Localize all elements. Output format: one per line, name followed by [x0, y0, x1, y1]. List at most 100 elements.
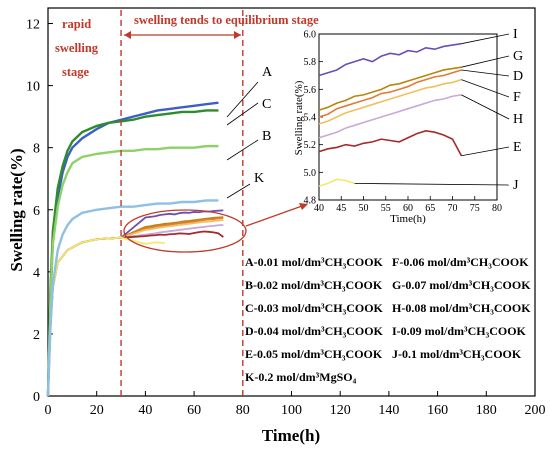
curve-label-B: B [262, 129, 271, 144]
inset-x-tick-label: 40 [314, 203, 324, 214]
zoom-region-ellipse [123, 209, 247, 253]
curve-label-C: C [262, 97, 271, 112]
inset-curve-label-J: J [513, 178, 519, 193]
main-series-D [47, 216, 224, 397]
legend-entry-K: K-0.2 mol/dm³MgSO₄ [245, 370, 357, 384]
inset-x-tick-label: 75 [470, 203, 480, 214]
inset-y-tick-label: 5.4 [304, 113, 317, 124]
x-tick-label: 180 [476, 403, 497, 418]
legend-entry-B: B-0.02 mol/dm³CH₃COOK [245, 278, 383, 292]
curve-label-K: K [254, 171, 264, 186]
main-series-I [47, 209, 224, 397]
legend-entry-G: G-0.07 mol/dm³CH₃COOK [392, 278, 531, 292]
legend-entry-F: F-0.06 mol/dm³CH₃COOK [392, 255, 529, 269]
y-tick-label: 8 [33, 142, 40, 157]
inset-curve-label-E: E [513, 140, 522, 155]
inset-curve-label-H: H [513, 112, 523, 127]
leader-K [226, 183, 251, 199]
inset-x-tick-label: 50 [359, 203, 369, 214]
x-tick-label: 0 [45, 403, 52, 418]
x-tick-label: 20 [90, 403, 104, 418]
legend-entry-A: A-0.01 mol/dm³CH₃COOK [245, 255, 384, 269]
x-tick-label: 160 [427, 403, 448, 418]
x-tick-label: 140 [378, 403, 399, 418]
legend-entry-E: E-0.05 mol/dm³CH₃COOK [245, 347, 383, 361]
inset-leader-D [461, 69, 510, 77]
inset-y-tick-label: 4.8 [304, 196, 317, 207]
main-series-B [46, 144, 219, 397]
leader-B [226, 139, 259, 161]
inset-leader-J [354, 183, 510, 186]
main-series-C [46, 109, 219, 397]
inset-series-G [318, 66, 462, 111]
x-tick-label: 100 [281, 403, 302, 418]
main-series-H [47, 224, 224, 397]
arrow-head-right [234, 31, 241, 39]
inset-y-title: Swelling rate(%) [293, 80, 305, 155]
inset-leader-F [461, 79, 510, 98]
stage-rapid-line3: stage [62, 65, 90, 79]
y-tick-label: 0 [33, 390, 40, 405]
inset-x-tick-label: 80 [492, 203, 502, 214]
x-tick-label: 40 [138, 403, 152, 418]
legend-entry-I: I-0.09 mol/dm³CH₃COOK [392, 324, 527, 338]
inset-y-tick-label: 6.0 [304, 30, 317, 41]
leader-A [226, 81, 259, 118]
zoom-connector [245, 205, 303, 227]
y-tick-label: 10 [26, 80, 40, 95]
main-series-J [47, 236, 165, 397]
x-tick-label: 60 [187, 403, 201, 418]
inset-series-E [318, 130, 463, 157]
x-tick-label: 80 [236, 403, 250, 418]
inset-x-tick-label: 55 [381, 203, 391, 214]
inset-y-tick-label: 5.2 [304, 140, 317, 151]
inset-frame [318, 33, 498, 201]
y-tick-label: 6 [33, 204, 40, 219]
inset-x-tick-label: 65 [425, 203, 435, 214]
inset-x-tick-label: 60 [403, 203, 413, 214]
inset-y-tick-label: 5.6 [304, 85, 317, 96]
stage-equilibrium-label: swelling tends to equilibrium stage [134, 13, 319, 27]
legend-entry-D: D-0.04 mol/dm³CH₃COOK [245, 324, 384, 338]
inset-series-D [318, 69, 462, 118]
inset-series-F [318, 78, 462, 125]
stage-rapid-line1: rapid [62, 17, 91, 31]
inset-series-H [318, 94, 462, 139]
inset-curve-label-I: I [513, 27, 518, 42]
inset-curve-label-G: G [513, 49, 523, 64]
inset-x-title: Time(h) [390, 213, 426, 225]
y-tick-label: 12 [26, 18, 40, 33]
legend-entry-J: J-0.1 mol/dm³CH₃COOK [392, 347, 522, 361]
inset-y-tick-label: 5.0 [304, 168, 317, 179]
inset-leader-E [461, 146, 510, 157]
zoom-connector-arrow [299, 203, 308, 210]
main-series-E [47, 230, 224, 397]
legend: A-0.01 mol/dm³CH₃COOK F-0.06 mol/dm³CH₃CO… [245, 255, 531, 384]
main-series-K [46, 199, 219, 397]
inset-series-J [318, 178, 355, 187]
inset-curve-label-F: F [513, 90, 521, 105]
inset-leader-H [461, 94, 510, 120]
y-axis-title: Swelling rate(%) [7, 148, 26, 271]
inset-plot: 40 45 50 55 60 65 70 75 804.85.05.25.45.65.86.0 … [293, 27, 523, 225]
inset-leader-G [461, 55, 510, 68]
inset-leader-I [461, 33, 510, 45]
leader-C [226, 102, 259, 126]
inset-x-tick-label: 45 [336, 203, 346, 214]
legend-entry-H: H-0.08 mol/dm³CH₃COOK [392, 301, 531, 315]
x-tick-label: 200 [525, 403, 546, 418]
main-plot: 0 20 40 60 80 100 120 140 160 180 200 0 2 4 6 8 10 12 rap… [7, 7, 546, 445]
inset-series-I [318, 42, 462, 77]
x-tick-label: 120 [330, 403, 351, 418]
y-tick-label: 2 [33, 328, 40, 343]
legend-entry-C: C-0.03 mol/dm³CH₃COOK [245, 301, 384, 315]
arrow-head-left [124, 31, 131, 39]
inset-y-tick-label: 5.8 [304, 57, 317, 68]
stage-rapid-line2: swelling [55, 41, 99, 55]
inset-curve-label-D: D [513, 69, 523, 84]
curve-label-A: A [262, 65, 273, 80]
inset-x-tick-label: 70 [448, 203, 458, 214]
x-axis-title: Time(h) [262, 426, 320, 445]
y-tick-label: 4 [33, 266, 40, 281]
